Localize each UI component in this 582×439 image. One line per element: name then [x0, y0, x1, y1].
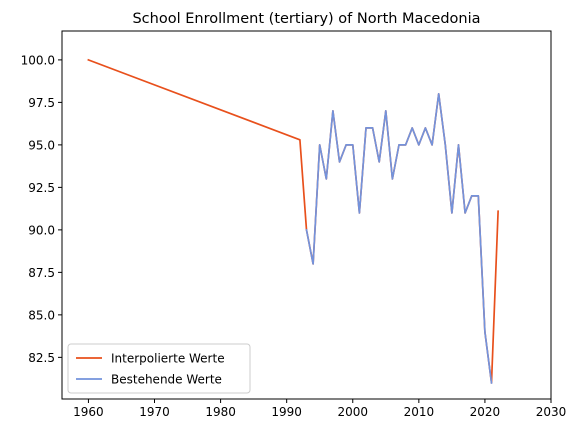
- y-tick-label: 82.5: [28, 351, 55, 365]
- legend-label-2: Bestehende Werte: [111, 373, 222, 387]
- x-axis: 1960 1970 1980 1990 2000 2010 2020 2030: [73, 399, 566, 419]
- series-line-2: [305, 93, 493, 384]
- y-tick-label: 100.0: [21, 53, 55, 67]
- legend: Interpolierte Werte Bestehende Werte: [67, 343, 251, 394]
- x-tick-label: 1990: [271, 405, 302, 419]
- y-tick-label: 95.0: [28, 138, 55, 152]
- legend-label-1: Interpolierte Werte: [111, 352, 225, 366]
- x-tick-label: 2010: [404, 405, 435, 419]
- y-tick-label: 85.0: [28, 308, 55, 322]
- chart-title: School Enrollment (tertiary) of North Ma…: [132, 11, 480, 27]
- series-layer: [87, 58, 499, 384]
- x-tick-label: 2000: [337, 405, 368, 419]
- y-tick-label: 92.5: [28, 181, 55, 195]
- y-tick-label: 90.0: [28, 223, 55, 237]
- y-axis: 82.5 85.0 87.5 90.0 92.5 95.0 97.5 100.0: [21, 53, 62, 365]
- x-tick-label: 2020: [470, 405, 501, 419]
- y-tick-label: 97.5: [28, 96, 55, 110]
- x-tick-label: 1970: [139, 405, 170, 419]
- x-tick-label: 1960: [73, 405, 104, 419]
- plot-area-frame: [61, 30, 552, 400]
- x-tick-label: 1980: [205, 405, 236, 419]
- x-tick-label: 2030: [536, 405, 567, 419]
- y-tick-label: 87.5: [28, 266, 55, 280]
- legend-box: [67, 343, 251, 394]
